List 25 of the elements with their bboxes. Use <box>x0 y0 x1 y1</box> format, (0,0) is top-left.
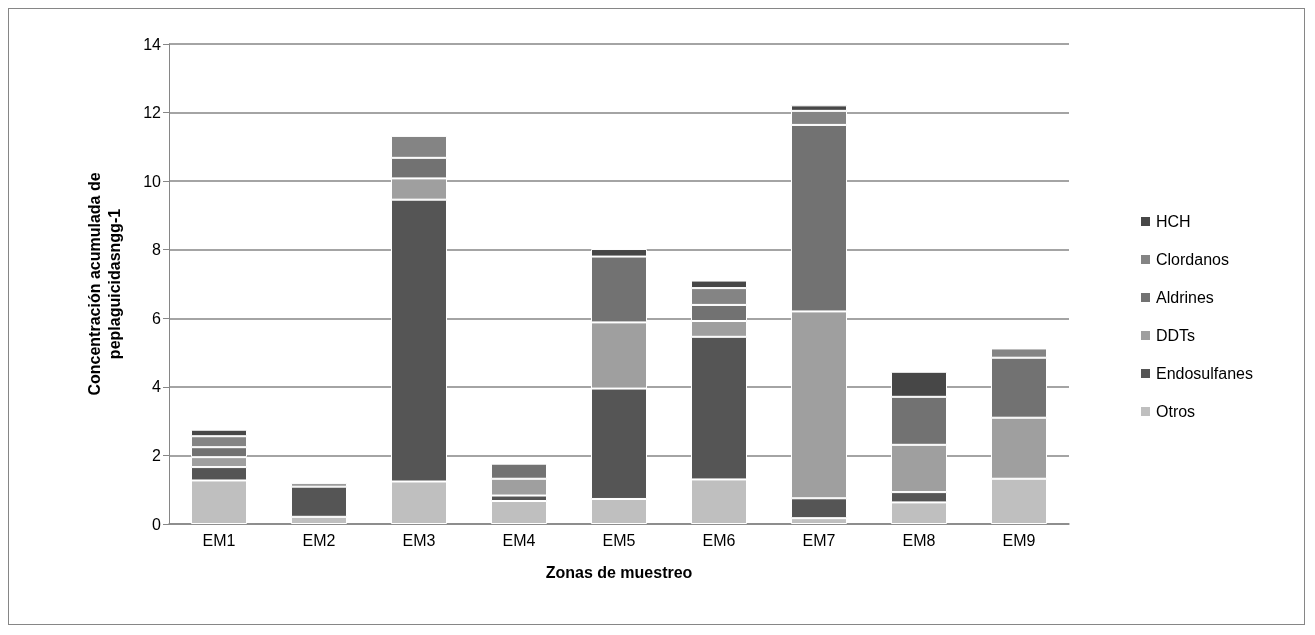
x-tick-label: EM4 <box>502 531 536 549</box>
y-axis-title: Concentración acumulada de peplaguicidasngg-1 <box>85 172 123 396</box>
x-tick-label: EM9 <box>1002 531 1036 549</box>
x-tick-label: EM6 <box>702 531 736 549</box>
legend-label: Clordanos <box>1156 251 1229 268</box>
x-tick-label: EM7 <box>802 531 836 549</box>
x-tick-label: EM2 <box>302 531 336 549</box>
y-tick-label: 10 <box>143 172 162 190</box>
y-tick-label: 12 <box>143 104 162 122</box>
legend-label: Otros <box>1156 403 1196 420</box>
x-tick-label: EM1 <box>202 531 236 549</box>
legend-label: Endosulfanes <box>1156 365 1253 382</box>
x-tick-label: EM8 <box>902 531 936 549</box>
x-axis-title: Zonas de muestreo <box>545 563 693 581</box>
legend-label: HCH <box>1156 213 1191 230</box>
legend-label: Aldrines <box>1156 289 1214 306</box>
y-tick-label: 8 <box>152 241 162 259</box>
y-tick-label: 0 <box>152 515 162 533</box>
x-tick-label: EM5 <box>602 531 636 549</box>
y-tick-label: 2 <box>152 446 162 464</box>
y-tick-label: 4 <box>152 378 162 396</box>
legend-label: DDTs <box>1156 327 1196 344</box>
x-tick-label: EM3 <box>402 531 436 549</box>
y-tick-label: 6 <box>152 309 162 327</box>
y-tick-label: 14 <box>143 35 162 53</box>
